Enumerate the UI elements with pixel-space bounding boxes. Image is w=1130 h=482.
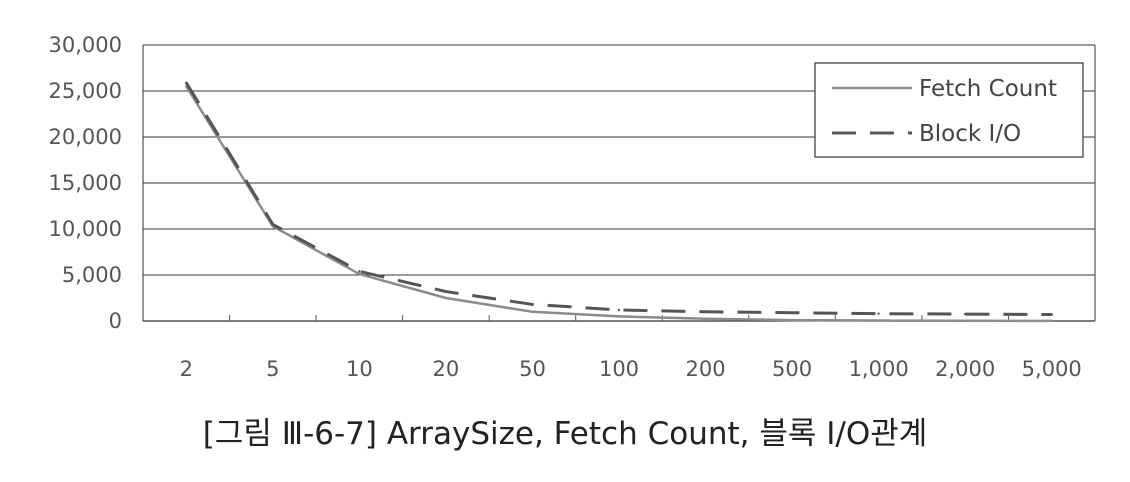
x-tick-label: 5: [266, 357, 279, 381]
y-tick-label: 25,000: [49, 79, 122, 103]
x-tick-label: 10: [346, 357, 373, 381]
legend-label-fetch-count: Fetch Count: [919, 76, 1057, 102]
data-point-block-i-o: [963, 312, 967, 316]
data-point-fetch-count: [877, 319, 880, 322]
data-point-fetch-count: [704, 317, 707, 320]
data-point-block-i-o: [185, 81, 188, 84]
data-point-fetch-count: [531, 310, 534, 313]
data-point-block-i-o: [704, 310, 707, 313]
x-tick-label: 5,000: [1022, 357, 1082, 381]
data-point-block-i-o: [790, 311, 794, 314]
x-tick-label: 200: [685, 357, 725, 381]
data-point-fetch-count: [963, 319, 967, 322]
data-point-block-i-o: [358, 270, 361, 273]
x-tick-label: 100: [599, 357, 639, 381]
x-tick-label: 20: [433, 357, 460, 381]
data-point-fetch-count: [790, 318, 794, 322]
figure-caption: [그림 Ⅲ-6-7] ArraySize, Fetch Count, 블록 I/…: [202, 416, 928, 452]
x-tick-label: 1,000: [849, 357, 909, 381]
data-point-block-i-o: [1050, 313, 1053, 316]
x-axis-ticks: 2 5 10 20 50 100 200 500 1,000 2,000 5,000: [180, 315, 1082, 381]
x-tick-label: 2,000: [935, 357, 995, 381]
y-tick-label: 0: [109, 309, 122, 333]
data-point-fetch-count: [617, 315, 621, 318]
data-point-block-i-o: [617, 308, 621, 312]
data-point-block-i-o: [531, 303, 534, 306]
line-chart: 0 5,000 10,000 15,000 20,000 25,000 30,000 2 5 1…: [49, 33, 1096, 381]
y-axis-ticks: 0 5,000 10,000 15,000 20,000 25,000 30,000: [49, 33, 122, 333]
data-point-fetch-count: [1050, 319, 1053, 323]
x-tick-label: 500: [772, 357, 812, 381]
series-group: [184, 81, 1053, 323]
y-tick-label: 20,000: [49, 125, 122, 149]
grid-lines: [143, 44, 1095, 322]
legend-box: [814, 62, 1084, 158]
data-point-fetch-count: [444, 296, 448, 300]
y-tick-label: 15,000: [49, 171, 122, 195]
data-point-block-i-o: [271, 223, 275, 226]
x-tick-label: 2: [180, 357, 193, 381]
data-point-block-i-o: [444, 290, 448, 293]
series-line-block-i-o: [184, 81, 1052, 317]
y-tick-label: 10,000: [49, 217, 122, 241]
y-tick-label: 5,000: [62, 263, 122, 287]
legend: Fetch Count Block I/O: [814, 62, 1084, 158]
data-point-block-i-o: [877, 312, 880, 315]
x-tick-label: 50: [519, 357, 546, 381]
y-tick-label: 30,000: [49, 33, 122, 57]
legend-label-block-io: Block I/O: [919, 121, 1021, 147]
data-point-fetch-count: [358, 272, 361, 276]
